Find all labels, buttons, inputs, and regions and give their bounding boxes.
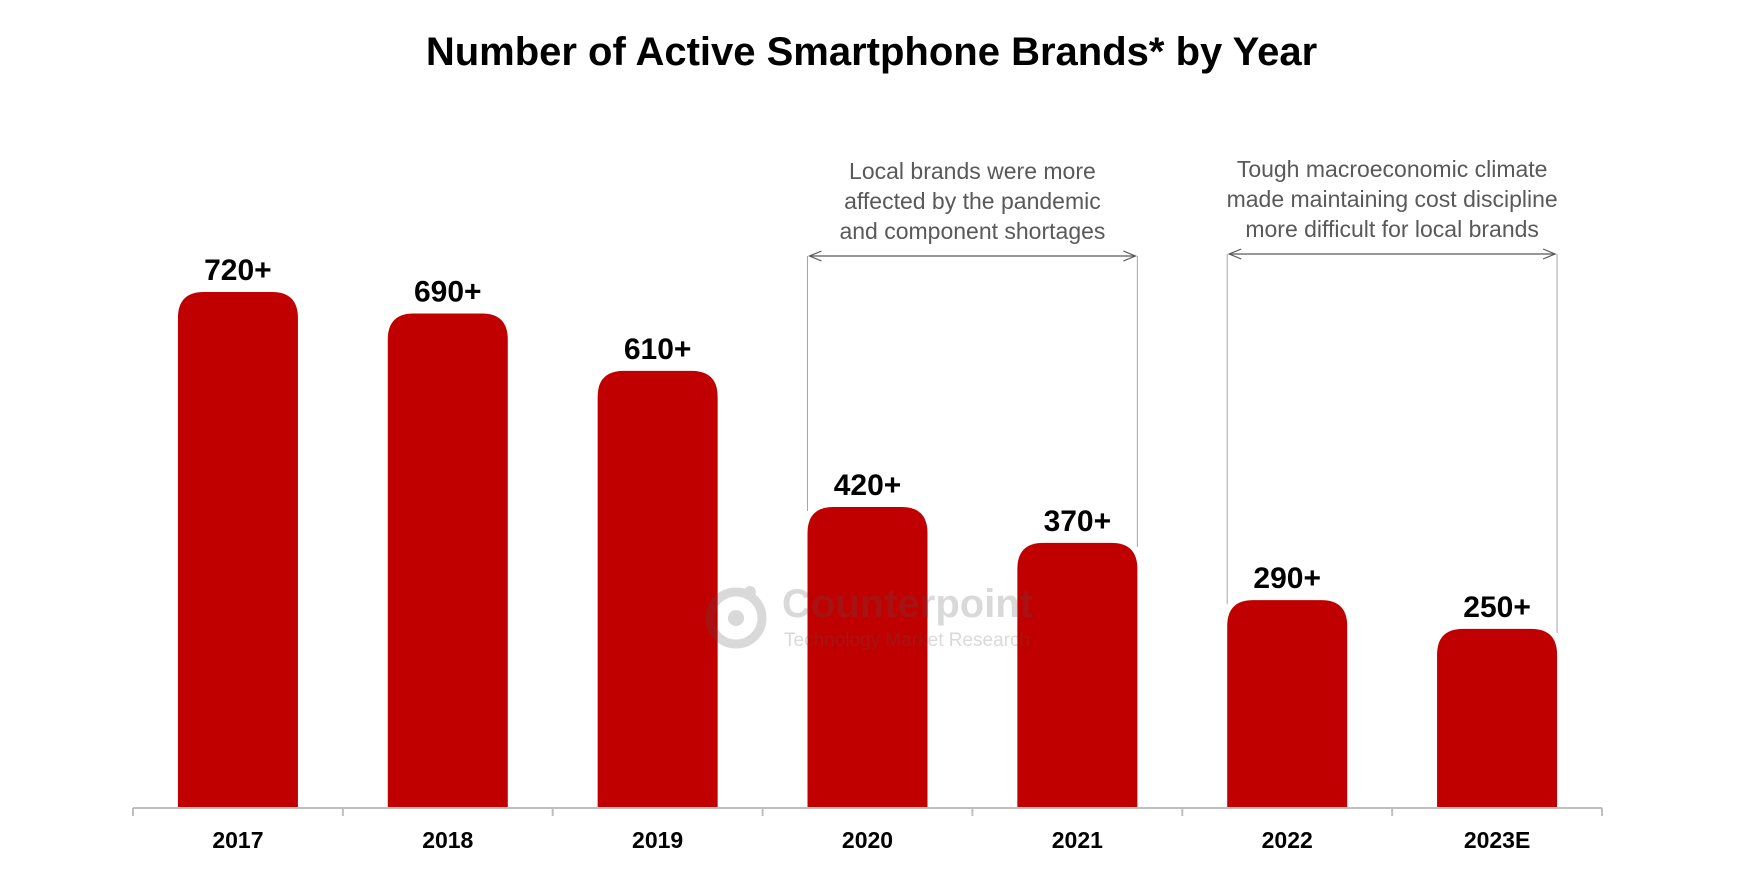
data-label-2022: 290+: [1253, 562, 1321, 595]
data-label-2021: 370+: [1044, 505, 1112, 538]
bar-2023E: [1437, 628, 1558, 808]
x-tick-label-2020: 2020: [842, 827, 893, 853]
bar-2021: [1017, 542, 1138, 808]
data-label-2019: 610+: [624, 333, 692, 366]
x-tick-label-2023E: 2023E: [1464, 827, 1531, 853]
data-label-2020: 420+: [834, 469, 902, 502]
x-tick-label-2018: 2018: [422, 827, 473, 853]
annotation-line: made maintaining cost discipline: [1226, 186, 1558, 212]
data-label-2018: 690+: [414, 276, 482, 309]
x-tick-label-2021: 2021: [1052, 827, 1103, 853]
chart-title: Number of Active Smartphone Brands* by Y…: [425, 30, 1318, 74]
annotation-line: and component shortages: [839, 218, 1106, 244]
annotation-bracket-1: [807, 250, 1138, 547]
bar-2019: [597, 370, 718, 808]
annotation-brackets: [807, 248, 1558, 633]
x-tick-label-2019: 2019: [632, 827, 683, 853]
bar-2018: [387, 313, 508, 808]
annotation-macroeconomic: Tough macroeconomic climate made maintai…: [1182, 154, 1602, 244]
annotation-bracket-2: [1226, 248, 1558, 633]
bar-2020: [807, 507, 928, 808]
bar-2022: [1227, 600, 1348, 808]
data-label-2017: 720+: [204, 254, 272, 287]
x-tick-label-2022: 2022: [1262, 827, 1313, 853]
annotation-pandemic: Local brands were more affected by the p…: [762, 156, 1182, 246]
annotation-line: more difficult for local brands: [1245, 216, 1539, 242]
annotation-line: affected by the pandemic: [844, 188, 1101, 214]
bar-2017: [177, 292, 298, 808]
x-tick-label-2017: 2017: [212, 827, 263, 853]
annotation-line: Local brands were more: [849, 158, 1096, 184]
bars-layer: [177, 292, 1558, 808]
annotation-line: Tough macroeconomic climate: [1236, 156, 1548, 182]
data-labels-layer: 720+ 690+ 610+ 420+ 370+ 290+ 250+: [204, 254, 1531, 624]
data-label-2023E: 250+: [1463, 591, 1531, 624]
x-axis: 2017 2018 2019 2020 2021 2022 2023E: [132, 807, 1603, 853]
